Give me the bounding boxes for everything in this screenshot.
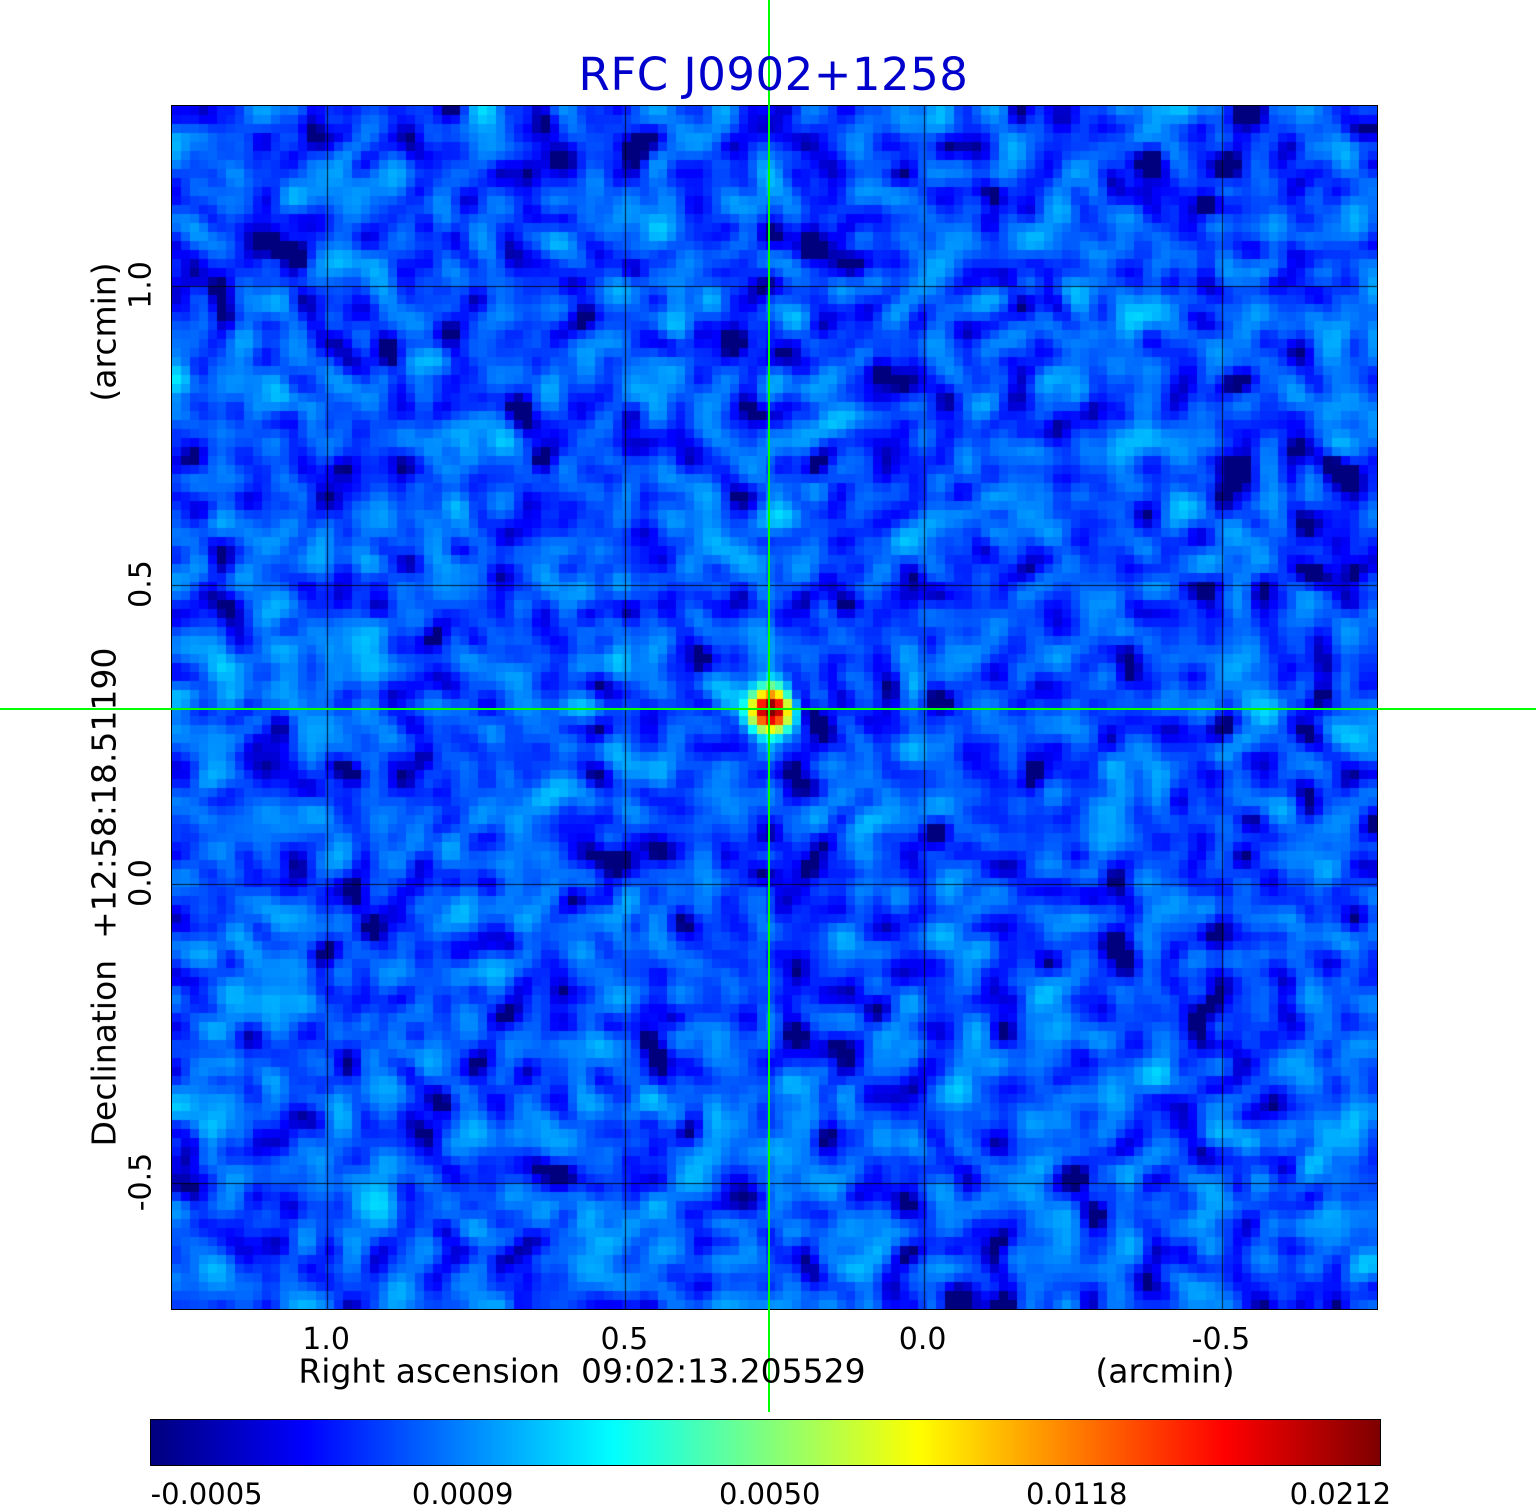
colorbar bbox=[150, 1419, 1381, 1466]
colorbar-tick-label: 0.0009 bbox=[411, 1477, 514, 1511]
y-tick-label: 0.0 bbox=[123, 859, 159, 907]
y-axis-label: Declination +12:58:18.51190 bbox=[84, 647, 124, 1147]
sky-map-canvas bbox=[172, 106, 1377, 1309]
x-axis-unit-label: (arcmin) bbox=[1095, 1351, 1235, 1391]
x-axis-label: Right ascension 09:02:13.205529 bbox=[298, 1351, 866, 1391]
colorbar-tick-label: 0.0118 bbox=[1026, 1477, 1128, 1511]
figure-title: RFC J0902+1258 bbox=[578, 48, 969, 101]
x-tick-label: 0.5 bbox=[600, 1322, 649, 1357]
colorbar-tick-label: 0.0050 bbox=[718, 1477, 821, 1511]
crosshair-horizontal-line bbox=[0, 708, 1536, 711]
x-tick-label: 1.0 bbox=[302, 1322, 350, 1357]
x-tick-label: 0.0 bbox=[898, 1322, 947, 1357]
sky-map-plot bbox=[171, 105, 1378, 1310]
colorbar-tick-label: -0.0005 bbox=[150, 1477, 263, 1511]
crosshair-vertical-line bbox=[768, 0, 771, 1412]
colorbar-gradient-canvas bbox=[151, 1420, 1380, 1465]
x-tick-label: -0.5 bbox=[1191, 1322, 1251, 1357]
y-tick-label: 0.5 bbox=[123, 559, 159, 608]
colorbar-tick-label: 0.0212 bbox=[1289, 1477, 1392, 1511]
y-axis-unit-label: (arcmin) bbox=[84, 262, 124, 402]
y-tick-label: 1.0 bbox=[123, 260, 159, 309]
y-tick-label: -0.5 bbox=[123, 1153, 159, 1212]
